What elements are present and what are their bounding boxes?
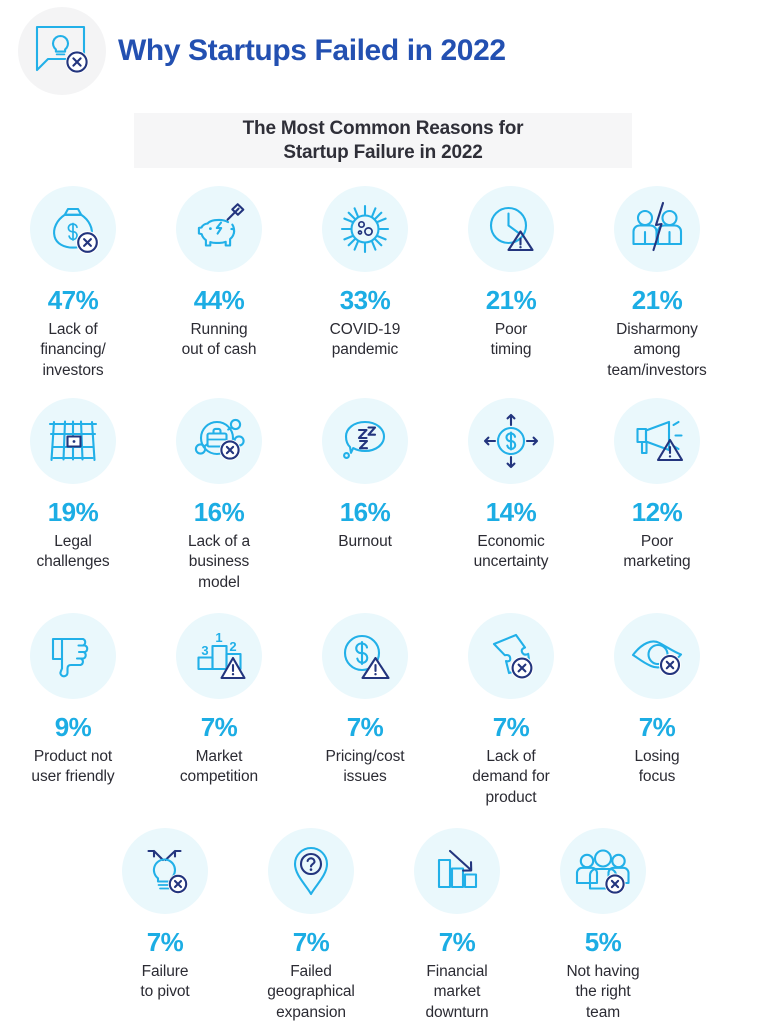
subtitle-line-2: Startup Failure in 2022	[283, 141, 483, 163]
piggy-bank-hammer-icon	[176, 186, 262, 272]
reason-label: Poor marketing	[623, 533, 691, 571]
reason-percent: 16%	[339, 497, 391, 527]
reason-cell-losing-focus: 7% Losing focus	[584, 605, 730, 820]
money-bag-error-icon	[30, 186, 116, 272]
reason-cell-market-competition: 1 2 3 7% Market competition	[146, 605, 292, 820]
reason-percent: 7%	[492, 712, 530, 742]
reason-cell-burnout: 16% Burnout	[292, 390, 438, 605]
reason-label: Market competition	[179, 748, 259, 786]
lightbulb-arrows-error-icon	[122, 828, 208, 914]
page-title: Why Startups Failed in 2022	[118, 34, 506, 67]
reason-cell-disharmony: 21% Disharmony among team/investors	[584, 178, 730, 390]
sleep-zzz-bubble-icon	[322, 398, 408, 484]
eye-error-icon	[614, 613, 700, 699]
reason-percent: 14%	[485, 497, 537, 527]
reason-percent: 33%	[339, 285, 391, 315]
podium-warning-icon: 1 2 3	[176, 613, 262, 699]
reason-label: Burnout	[338, 533, 392, 550]
reason-percent: 7%	[346, 712, 384, 742]
subtitle-text: The Most Common Reasons for Startup Fail…	[243, 117, 524, 165]
puzzle-piece-error-icon	[468, 613, 554, 699]
reason-percent: 47%	[47, 285, 99, 315]
reason-label: Losing focus	[634, 748, 680, 786]
reason-cell-running-out-of-cash: 44% Running out of cash	[146, 178, 292, 390]
two-people-split-icon	[614, 186, 700, 272]
reason-cell-lack-of-financing: 47% Lack of financing/investors	[0, 178, 146, 390]
reason-label: Pricing/cost issues	[325, 748, 405, 786]
reason-cell-financial-market-downturn: 7% Financial market downturn	[384, 820, 530, 1021]
reason-percent: 7%	[438, 927, 476, 957]
reason-label: Running out of cash	[181, 321, 257, 359]
reason-cell-lack-of-demand: 7% Lack of demand for product	[438, 605, 584, 820]
reason-percent: 7%	[146, 927, 184, 957]
reason-label: Poor timing	[490, 321, 532, 359]
reason-percent: 44%	[193, 285, 245, 315]
reason-percent: 5%	[584, 927, 622, 957]
reason-cell-pricing-cost-issues: 7% Pricing/cost issues	[292, 605, 438, 820]
briefcase-network-error-icon	[176, 398, 262, 484]
reason-cell-product-not-user-friendly: 9% Product not user friendly	[0, 605, 146, 820]
subtitle-banner: The Most Common Reasons for Startup Fail…	[134, 113, 632, 168]
dollar-four-arrows-icon	[468, 398, 554, 484]
podium-number-1: 1	[215, 630, 222, 645]
reason-label: Lack of financing/investors	[40, 321, 106, 379]
reason-label: Failure to pivot	[140, 963, 190, 1001]
reason-cell-covid-pandemic: 33% COVID-19 pandemic	[292, 178, 438, 390]
reason-percent: 12%	[631, 497, 683, 527]
grid-row: 19% Legal challenges	[0, 390, 768, 605]
dollar-coin-warning-icon	[322, 613, 408, 699]
reasons-grid: 47% Lack of financing/investors 44%	[0, 178, 768, 1021]
reason-percent: 16%	[193, 497, 245, 527]
podium-number-3: 3	[201, 643, 208, 658]
reason-cell-poor-timing: 21% Poor timing	[438, 178, 584, 390]
reason-percent: 19%	[47, 497, 99, 527]
reason-percent: 7%	[200, 712, 238, 742]
reason-label: Lack of a business model	[187, 533, 250, 591]
reason-label: Failed geographical expansion	[267, 963, 355, 1021]
subtitle-line-1: The Most Common Reasons for	[242, 117, 524, 139]
reason-cell-failed-geo-expansion: 7% Failed geographical expansion	[238, 820, 384, 1021]
reason-cell-poor-marketing: 12% Poor marketing	[584, 390, 730, 605]
reason-percent: 21%	[631, 285, 683, 315]
header: Why Startups Failed in 2022	[0, 0, 768, 102]
reason-percent: 7%	[638, 712, 676, 742]
virus-icon	[322, 186, 408, 272]
reason-percent: 9%	[54, 712, 92, 742]
legal-grid-icon	[30, 398, 116, 484]
reason-cell-no-business-model: 16% Lack of a business model	[146, 390, 292, 605]
reason-label: Not having the right team	[566, 963, 640, 1021]
reason-cell-not-right-team: 5% Not having the right team	[530, 820, 676, 1021]
people-group-error-icon	[560, 828, 646, 914]
reason-label: COVID-19 pandemic	[329, 321, 401, 359]
reason-cell-economic-uncertainty: 14% Economic uncertainty	[438, 390, 584, 605]
reason-label: Economic uncertainty	[473, 533, 549, 571]
clock-warning-icon	[468, 186, 554, 272]
reason-cell-failure-to-pivot: 7% Failure to pivot	[92, 820, 238, 1020]
thumbs-down-icon	[30, 613, 116, 699]
reason-label: Disharmony among team/investors	[607, 321, 707, 379]
grid-row: 7% Failure to pivot 7% Failed geographical…	[0, 820, 768, 1021]
reason-label: Lack of demand for product	[472, 748, 550, 806]
reason-label: Financial market downturn	[425, 963, 489, 1021]
reason-label: Legal challenges	[36, 533, 110, 571]
reason-cell-legal-challenges: 19% Legal challenges	[0, 390, 146, 605]
megaphone-warning-icon	[614, 398, 700, 484]
speech-bubble-lightbulb-error-icon	[18, 7, 106, 95]
reason-percent: 21%	[485, 285, 537, 315]
podium-number-2: 2	[229, 639, 236, 654]
reason-label: Product not user friendly	[31, 748, 115, 786]
grid-row: 47% Lack of financing/investors 44%	[0, 178, 768, 390]
map-pin-question-icon	[268, 828, 354, 914]
reason-percent: 7%	[292, 927, 330, 957]
bar-chart-down-arrow-icon	[414, 828, 500, 914]
grid-row: 9% Product not user friendly 1 2 3	[0, 605, 768, 820]
